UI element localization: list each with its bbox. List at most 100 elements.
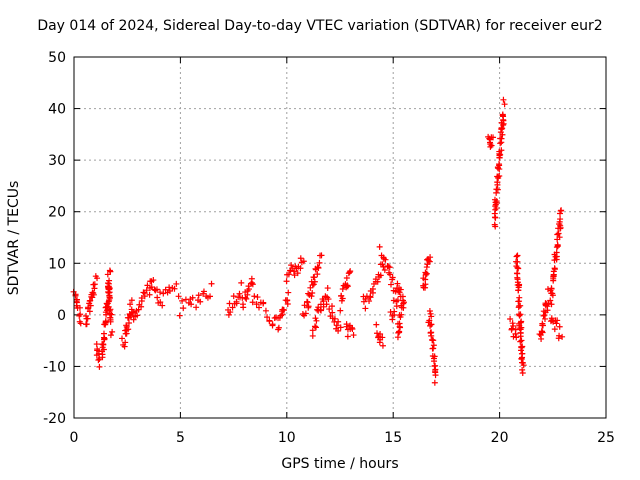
y-tick-label: 30 bbox=[48, 153, 66, 169]
data-point bbox=[324, 285, 331, 292]
data-point bbox=[551, 266, 558, 273]
x-tick-label: 25 bbox=[597, 430, 615, 446]
data-point bbox=[398, 311, 405, 318]
data-point bbox=[262, 307, 269, 314]
data-point bbox=[498, 139, 505, 146]
data-point bbox=[76, 304, 83, 311]
data-point bbox=[308, 293, 315, 300]
data-point bbox=[301, 302, 308, 309]
data-point bbox=[428, 329, 435, 336]
data-point bbox=[309, 289, 316, 296]
data-point bbox=[430, 342, 437, 349]
data-point bbox=[427, 322, 434, 329]
chart-title: Day 014 of 2024, Sidereal Day-to-day VTE… bbox=[37, 18, 603, 34]
data-point bbox=[108, 311, 115, 318]
data-point bbox=[315, 264, 322, 271]
data-point bbox=[510, 322, 517, 329]
data-point bbox=[130, 316, 137, 323]
axis-ticks: -20 -10 0 10 20 30 40 50 0 5 10 15 20 25 bbox=[43, 50, 615, 446]
data-point bbox=[160, 290, 167, 297]
data-point bbox=[129, 309, 136, 316]
data-point bbox=[376, 339, 383, 346]
data-point bbox=[105, 298, 112, 305]
data-point bbox=[516, 298, 523, 305]
data-point bbox=[339, 295, 346, 302]
data-point bbox=[323, 301, 330, 308]
data-point bbox=[253, 301, 260, 308]
data-point bbox=[138, 295, 145, 302]
data-point bbox=[106, 267, 113, 274]
data-point bbox=[316, 259, 323, 266]
data-point bbox=[517, 329, 524, 336]
data-point bbox=[125, 326, 132, 333]
data-point bbox=[128, 297, 135, 304]
data-point bbox=[520, 362, 527, 369]
y-tick-label: 10 bbox=[48, 256, 66, 272]
data-point bbox=[498, 126, 505, 133]
data-point bbox=[176, 312, 183, 319]
data-point bbox=[369, 289, 376, 296]
data-point bbox=[102, 320, 109, 327]
data-point bbox=[150, 277, 157, 284]
data-point bbox=[431, 353, 438, 360]
data-point bbox=[391, 308, 398, 315]
data-point bbox=[304, 299, 311, 306]
data-point bbox=[553, 244, 560, 251]
data-point bbox=[313, 317, 320, 324]
data-point bbox=[99, 344, 106, 351]
data-point bbox=[310, 274, 317, 281]
data-point bbox=[374, 330, 381, 337]
data-point bbox=[343, 274, 350, 281]
data-point bbox=[556, 323, 563, 330]
data-point bbox=[494, 186, 501, 193]
data-point bbox=[312, 324, 319, 331]
data-point bbox=[320, 298, 327, 305]
data-point bbox=[394, 334, 401, 341]
data-point bbox=[389, 274, 396, 281]
data-point bbox=[400, 304, 407, 311]
data-point bbox=[347, 268, 354, 275]
data-point bbox=[314, 271, 321, 278]
data-point bbox=[123, 330, 130, 337]
data-point bbox=[333, 322, 340, 329]
data-point bbox=[549, 290, 556, 297]
data-point bbox=[423, 270, 430, 277]
data-point bbox=[269, 322, 276, 329]
data-points bbox=[70, 96, 566, 386]
data-point bbox=[138, 303, 145, 310]
y-tick-label: 0 bbox=[57, 308, 66, 324]
data-point bbox=[309, 332, 316, 339]
data-point bbox=[208, 280, 215, 287]
data-point bbox=[84, 315, 91, 322]
data-point bbox=[554, 243, 561, 250]
data-point bbox=[558, 207, 565, 214]
data-point bbox=[326, 306, 333, 313]
data-point bbox=[297, 265, 304, 272]
plot-frame bbox=[73, 56, 607, 419]
data-point bbox=[195, 292, 202, 299]
data-point bbox=[284, 297, 291, 304]
data-point bbox=[551, 326, 558, 333]
data-point bbox=[93, 341, 100, 348]
data-point bbox=[494, 165, 501, 172]
data-point bbox=[312, 315, 319, 322]
data-point bbox=[264, 314, 271, 321]
data-point bbox=[300, 258, 307, 265]
data-point bbox=[362, 305, 369, 312]
data-point bbox=[101, 321, 108, 328]
data-point bbox=[373, 321, 380, 328]
data-point bbox=[227, 309, 234, 316]
x-tick-label: 15 bbox=[384, 430, 402, 446]
data-point bbox=[90, 290, 97, 297]
data-point bbox=[493, 198, 500, 205]
data-point bbox=[153, 286, 160, 293]
data-point bbox=[557, 216, 564, 223]
data-point bbox=[394, 297, 401, 304]
data-point bbox=[106, 295, 113, 302]
data-point bbox=[517, 343, 524, 350]
data-point bbox=[179, 297, 186, 304]
data-point bbox=[157, 299, 164, 306]
data-point bbox=[146, 291, 153, 298]
data-point bbox=[86, 308, 93, 315]
data-point bbox=[275, 324, 282, 331]
